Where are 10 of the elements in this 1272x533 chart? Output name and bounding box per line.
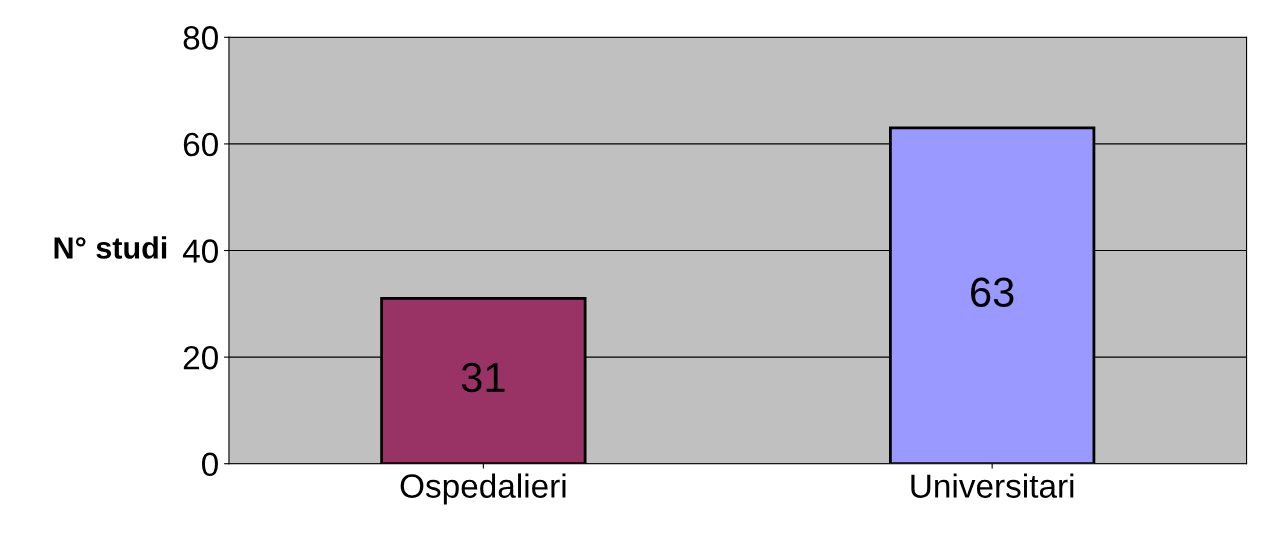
data-label: 63 bbox=[971, 277, 1014, 307]
x-tick-label: Ospedalieri bbox=[400, 473, 566, 505]
y-axis-title: N° studi bbox=[54, 236, 167, 259]
y-tick-label: 0 bbox=[202, 452, 218, 477]
x-tick-label: Universitari bbox=[911, 473, 1074, 498]
y-tick-label: 20 bbox=[183, 345, 218, 370]
y-tick-label: 60 bbox=[183, 132, 218, 157]
data-label: 31 bbox=[461, 362, 505, 393]
y-tick-label: 80 bbox=[183, 26, 218, 50]
y-tick-label: 40 bbox=[182, 239, 218, 263]
